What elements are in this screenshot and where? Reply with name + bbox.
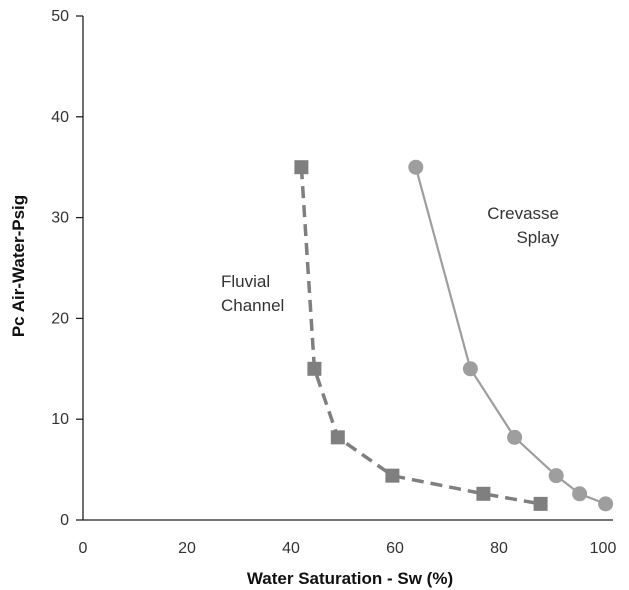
- x-tick-label: 40: [282, 540, 300, 557]
- crevasse-splay-point: [507, 429, 523, 445]
- crevasse-splay-point: [572, 486, 588, 502]
- x-tick-label: 80: [490, 540, 508, 557]
- x-tick-label: 60: [386, 540, 404, 557]
- y-tick-label: 10: [51, 411, 69, 428]
- x-tick-label: 100: [590, 540, 617, 557]
- fluvial-channel-point: [330, 430, 345, 445]
- y-axis-title: Pc Air-Water-Psig: [9, 195, 28, 337]
- y-tick-label: 50: [51, 8, 69, 25]
- fluvial-channel-label-line: Fluvial: [221, 272, 270, 291]
- fluvial-channel-point: [294, 160, 309, 175]
- fluvial-channel-label: Fluvial Channel: [221, 272, 284, 315]
- fluvial-channel-point: [385, 468, 400, 483]
- x-axis-title: Water Saturation - Sw (%): [247, 569, 453, 588]
- crevasse-splay-label-line: Splay: [516, 228, 559, 247]
- crevasse-splay-point: [598, 496, 614, 512]
- y-tick-label: 0: [60, 512, 69, 529]
- crevasse-splay-label-line: Crevasse: [487, 204, 559, 223]
- crevasse-splay-point: [462, 361, 478, 377]
- axes: 0 10 20 30 40 50 0 20 40 60 80 100: [51, 8, 616, 557]
- y-tick-label: 30: [51, 210, 69, 227]
- y-tick-label: 40: [51, 109, 69, 126]
- x-tick-label: 0: [79, 540, 88, 557]
- fluvial-channel-point: [476, 486, 491, 501]
- series-layer: [294, 159, 614, 512]
- annotations: Fluvial Channel Crevasse Splay: [221, 204, 559, 315]
- fluvial-channel-line: [299, 167, 541, 506]
- y-tick-label: 20: [51, 310, 69, 327]
- crevasse-splay-point: [408, 159, 424, 175]
- fluvial-channel-label-line: Channel: [221, 296, 284, 315]
- crevasse-splay-point: [548, 468, 564, 484]
- fluvial-channel-point: [307, 361, 322, 376]
- x-tick-label: 20: [178, 540, 196, 557]
- crevasse-splay-label: Crevasse Splay: [487, 204, 559, 247]
- fluvial-channel-point: [533, 496, 548, 511]
